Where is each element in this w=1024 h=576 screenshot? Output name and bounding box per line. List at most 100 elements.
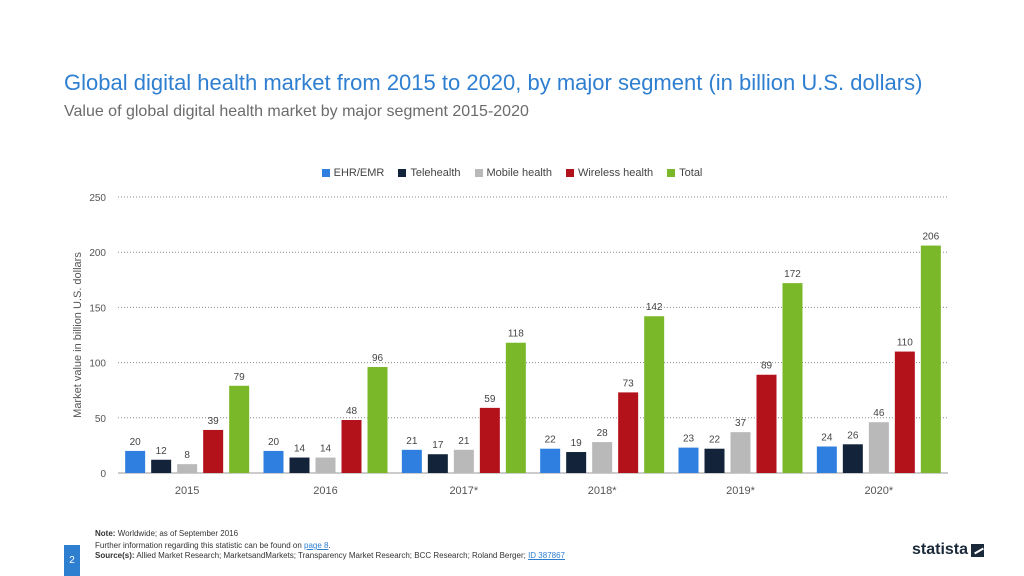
legend-item-total[interactable]: Total [667,167,702,179]
bar [678,447,699,473]
data-label: 37 [735,418,747,429]
data-label: 48 [346,406,358,417]
legend-label: Total [679,167,703,179]
data-label: 79 [234,372,246,383]
data-label: 118 [508,329,524,340]
data-label: 23 [683,434,695,445]
note-label: Note: [95,529,116,538]
bar [894,351,915,473]
bar [592,442,613,473]
y-tick-label: 250 [89,193,106,204]
chart-legend: EHR/EMR Telehealth Mobile health Wireless h… [0,167,1024,179]
x-tick-label: 2017* [449,485,478,497]
data-label: 14 [294,444,306,455]
x-tick-label: 2019* [726,485,755,497]
bar [151,459,172,473]
bar [618,392,639,473]
bar [453,449,474,473]
footer-source: Source(s): Allied Market Research; Marke… [95,551,565,560]
data-label: 59 [484,394,496,405]
footer-info: Further information regarding this stati… [95,541,331,550]
legend-swatch [474,169,483,177]
data-label: 28 [597,428,609,439]
x-tick-label: 2015 [175,485,199,497]
bar [229,385,250,473]
page-number: 2 [64,545,80,576]
data-label: 14 [320,444,332,455]
bar [505,342,526,473]
x-tick-label: 2020* [864,485,893,497]
bar [842,444,863,473]
bar [566,452,587,473]
x-tick-label: 2016 [313,485,337,497]
data-label: 172 [784,269,801,280]
data-label: 26 [847,430,859,441]
bar-chart: 0 50 100 150 200 250 20 12 8 39 79 2015 20 14 14 48 96 20… [89,193,948,497]
source-text: Allied Market Research; MarketsandMarket… [136,551,526,560]
legend-label: Telehealth [410,167,461,179]
bar [203,429,224,473]
legend-item-mobile-health[interactable]: Mobile health [474,167,552,179]
info-page-link[interactable]: page 8 [304,541,329,550]
data-label: 110 [897,338,913,349]
legend-swatch [667,169,676,177]
bar [341,420,362,473]
y-tick-label: 200 [89,248,106,259]
logo-text: statista [912,541,969,558]
bar [704,448,725,473]
bar [367,367,388,473]
bar [816,446,837,473]
bar [756,374,777,473]
legend-item-wireless-health[interactable]: Wireless health [565,167,654,179]
y-tick-label: 100 [89,359,106,370]
data-label: 96 [372,353,384,364]
data-label: 20 [268,437,280,448]
source-label: Source(s): [95,551,135,560]
statista-logo: statista [912,541,985,559]
source-id-link[interactable]: ID 387867 [528,551,565,560]
y-tick-label: 50 [95,414,107,425]
x-tick-label: 2018* [588,485,617,497]
legend-label: EHR/EMR [333,167,385,179]
legend-swatch [398,169,407,177]
y-tick-label: 0 [100,469,106,480]
bar [177,464,198,473]
legend-swatch [565,169,574,177]
data-label: 46 [873,408,885,419]
note-text: Worldwide; as of September 2016 [117,529,239,538]
info-end: . [328,541,331,550]
data-label: 12 [156,446,168,457]
data-label: 39 [208,416,220,427]
bar [289,457,310,473]
bar [868,422,889,473]
data-label: 73 [623,378,635,389]
legend-swatch [321,169,330,177]
bar [401,449,422,473]
legend-item-telehealth[interactable]: Telehealth [398,167,461,179]
legend-label: Mobile health [486,167,552,179]
data-label: 24 [821,433,833,444]
data-label: 20 [130,437,142,448]
data-label: 17 [432,440,444,451]
data-label: 89 [761,361,773,372]
bar [540,448,561,473]
bar [315,457,336,473]
bar [920,245,941,473]
bar [125,450,146,473]
footer-note: Note: Worldwide; as of September 2016 [95,529,238,538]
info-text: Further information regarding this stati… [95,541,302,550]
bar [730,432,751,473]
bar [479,407,500,473]
chart-subtitle: Value of global digital health market by… [64,103,529,120]
logo-mark-icon [971,543,985,557]
data-label: 19 [571,438,583,449]
bar [427,454,448,473]
bar [644,316,665,473]
y-tick-label: 150 [89,303,106,314]
legend-label: Wireless health [577,167,654,179]
data-label: 142 [646,302,663,313]
legend-item-ehr-emr[interactable]: EHR/EMR [321,167,385,179]
data-label: 21 [406,436,418,447]
data-label: 8 [184,450,190,461]
data-label: 22 [709,435,721,446]
